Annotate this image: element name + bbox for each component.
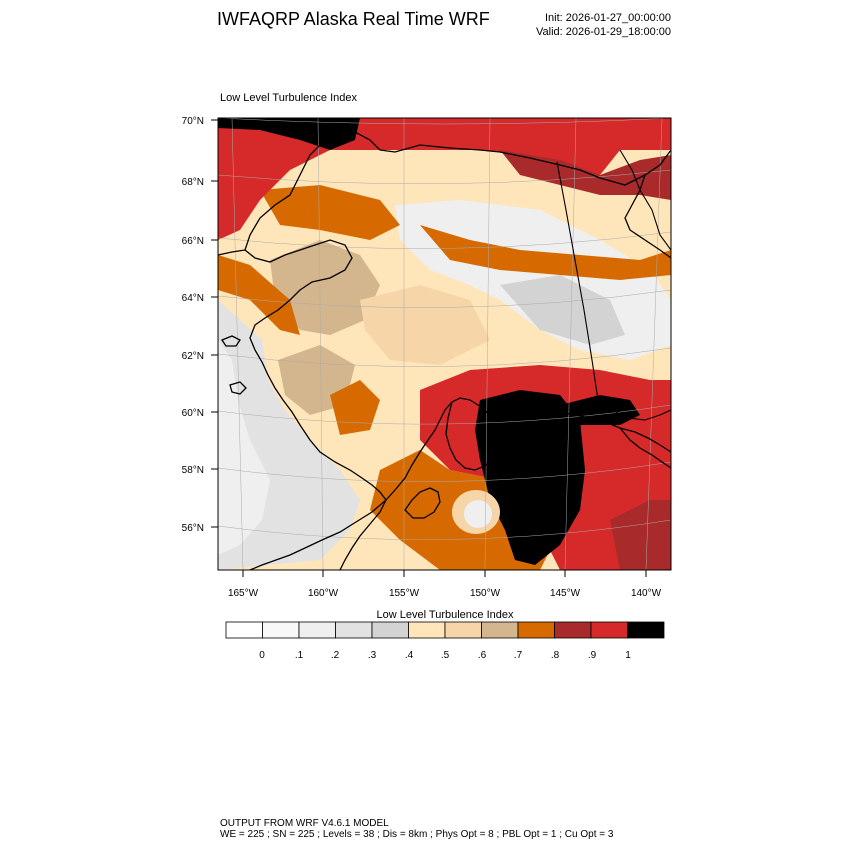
colorbar-tick-label: .3 [367, 650, 377, 661]
colorbar-tick-label: 1 [625, 650, 631, 661]
coast-seward-peninsula [218, 249, 246, 256]
graticule-56n [218, 519, 671, 540]
figure-title: IWFAQRP Alaska Real Time WRF [217, 9, 490, 29]
coast-southeast [619, 427, 671, 469]
colorbar-tick-label: .7 [513, 650, 523, 661]
colorbar-box [298, 621, 336, 639]
colorbar-box [554, 621, 592, 639]
border-alaska-canada [556, 161, 599, 401]
init-time: Init: 2026-01-27_00:00:00 [545, 12, 671, 24]
colorbar-title: Low Level Turbulence Index [376, 609, 514, 621]
colorbar-box [590, 621, 628, 639]
coast-northwest [244, 127, 387, 501]
colorbar-box [225, 621, 263, 639]
graticule-140w [645, 118, 663, 570]
colorbar-tick-label: .6 [477, 650, 487, 661]
coast-bristol-bay [249, 499, 387, 570]
field-darkred-arctic [500, 150, 671, 200]
coast-north-slope [339, 127, 671, 186]
graticule-62n [218, 347, 671, 367]
colorbar [225, 621, 665, 639]
field-lightgray-west [218, 340, 270, 555]
graticule-68n [218, 169, 671, 185]
graticule-64n [218, 289, 671, 308]
coast-canada-north [624, 174, 671, 259]
coast-cook-inlet [385, 397, 671, 501]
colorbar-box [335, 621, 373, 639]
lat-label-56n: 56°N [182, 523, 204, 534]
colorbar-tick-label: .2 [330, 650, 340, 661]
colorbar-box [444, 621, 482, 639]
graticule-58n [218, 461, 671, 482]
lon-label-150w: 150°W [470, 588, 501, 599]
lat-label-58n: 58°N [182, 465, 204, 476]
border-yukon [619, 149, 671, 251]
field-tan-west [270, 240, 380, 335]
colorbar-tick-label: .4 [404, 650, 414, 661]
coast-nunivak-island [229, 381, 247, 395]
lat-label-70n: 70°N [182, 116, 204, 127]
lon-label-160w: 160°W [308, 588, 339, 599]
colorbar-tick-label: .8 [550, 650, 560, 661]
lon-label-145w: 145°W [550, 588, 581, 599]
lat-label-62n: 62°N [182, 351, 204, 362]
border-southeast-panhandle [597, 399, 671, 421]
colorbar-tick-label: .9 [587, 650, 597, 661]
coastline [218, 127, 671, 570]
coast-kenai [445, 401, 493, 471]
field-orange-north [260, 185, 400, 240]
plot-title: Low Level Turbulence Index [220, 92, 357, 104]
lon-label-165w: 165°W [228, 588, 259, 599]
graticule-70n [218, 118, 671, 125]
longitude-axis: 165°W 160°W 155°W 150°W 145°W 140°W [228, 570, 662, 599]
lon-label-140w: 140°W [631, 588, 662, 599]
colorbar-box [481, 621, 519, 639]
lon-label-155w: 155°W [389, 588, 420, 599]
coast-st-lawrence-island [221, 335, 241, 347]
field-black-arctic [218, 118, 360, 150]
lat-label-60n: 60°N [182, 408, 204, 419]
map-frame [217, 117, 672, 571]
graticule-150w [484, 118, 491, 570]
colorbar-tick-label: 0 [259, 650, 265, 661]
graticule-145w [564, 118, 577, 570]
footer-config-line: WE = 225 ; SN = 225 ; Levels = 38 ; Dis … [220, 829, 614, 840]
colorbar-box [262, 621, 300, 639]
colorbar-box [517, 621, 555, 639]
latitude-axis: 70°N 68°N 66°N 64°N 62°N 60°N 58°N 56°N [182, 116, 218, 534]
colorbar-box [408, 621, 446, 639]
lat-label-66n: 66°N [182, 236, 204, 247]
colorbar-tick-label: .1 [294, 650, 304, 661]
field-orange-kenai [330, 380, 380, 435]
graticule-160w [317, 118, 324, 570]
coast-alaska-peninsula [339, 499, 387, 570]
coast-kodiak [404, 487, 441, 519]
field-darkred-southeast [610, 500, 671, 570]
colorbar-box [371, 621, 409, 639]
political-borders [556, 149, 671, 421]
lat-label-64n: 64°N [182, 293, 204, 304]
field-tan-center [360, 285, 490, 365]
valid-time: Valid: 2026-01-29_18:00:00 [536, 26, 671, 38]
graticule-60n [218, 404, 671, 425]
field-orange-west-coast [218, 255, 300, 335]
field-ring-inner [464, 500, 492, 528]
lat-label-68n: 68°N [182, 177, 204, 188]
field-black-gulf [475, 390, 585, 565]
turbulence-field [218, 118, 671, 570]
field-gray-interior [500, 275, 625, 345]
field-orange-brooks [420, 225, 671, 280]
field-black-southeast [560, 395, 640, 425]
colorbar-tick-label: .5 [440, 650, 450, 661]
colorbar-box [627, 621, 665, 639]
footer-model-line: OUTPUT FROM WRF V4.6.1 MODEL [220, 818, 389, 829]
graticule-66n [218, 231, 671, 249]
